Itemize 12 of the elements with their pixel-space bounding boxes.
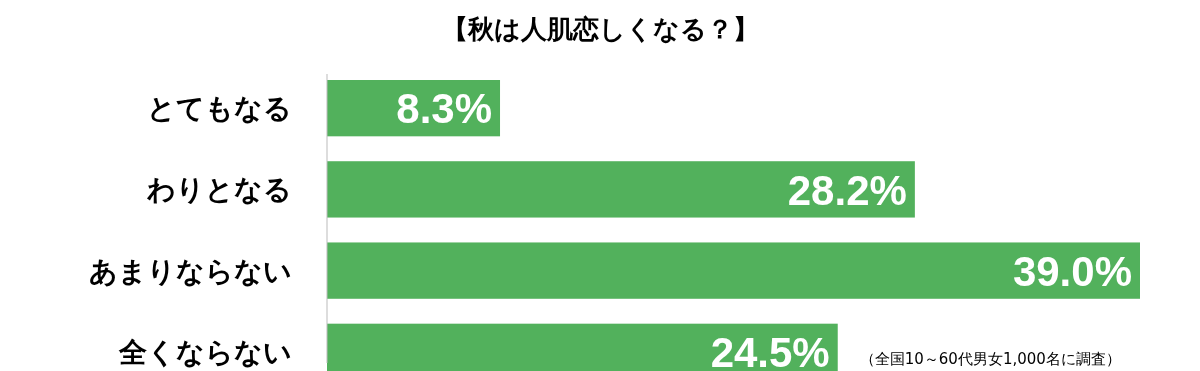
- data-label: 24.5%: [710, 328, 830, 371]
- annotation: （全国10～60代男女1,000名に調査）: [859, 349, 1121, 368]
- bar: [327, 242, 1140, 299]
- y-tick-label: あまりならない: [89, 254, 292, 288]
- chart-title: 【秋は人肌恋しくなる？】: [441, 14, 759, 44]
- data-label: 8.3%: [396, 85, 493, 133]
- bar: [327, 161, 915, 218]
- data-label: 39.0%: [1012, 247, 1132, 295]
- data-label: 28.2%: [787, 166, 907, 214]
- y-tick-label: わりとなる: [146, 173, 292, 207]
- y-tick-label: とてもなる: [147, 92, 292, 126]
- y-tick-label: 全くならない: [118, 335, 292, 369]
